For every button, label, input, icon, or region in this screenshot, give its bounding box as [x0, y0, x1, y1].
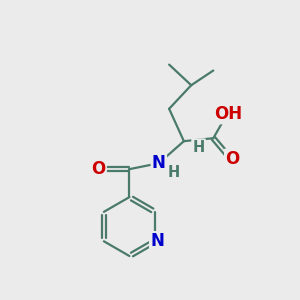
- Text: OH: OH: [214, 105, 243, 123]
- Text: H: H: [168, 165, 180, 180]
- Text: N: N: [152, 154, 166, 172]
- Text: O: O: [91, 160, 106, 178]
- Text: H: H: [193, 140, 205, 154]
- Text: N: N: [150, 232, 164, 250]
- Text: O: O: [225, 150, 240, 168]
